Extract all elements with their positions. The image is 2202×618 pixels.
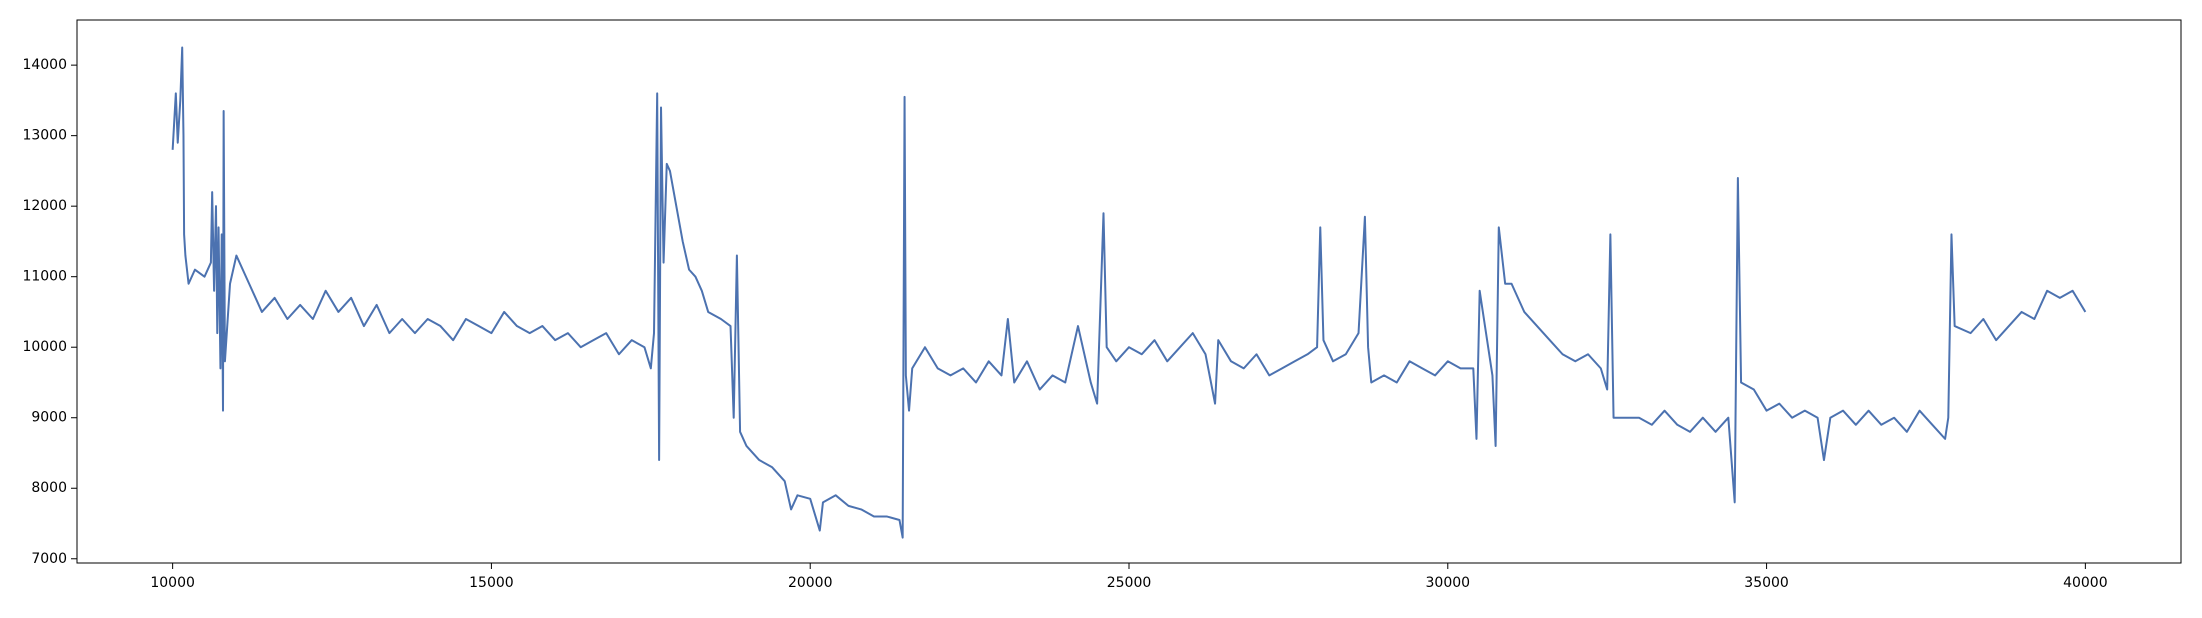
plot-frame	[76, 19, 2182, 564]
x-tick-label: 40000	[2063, 575, 2108, 591]
y-tick-label: 12000	[22, 198, 67, 214]
y-tick-label: 10000	[22, 339, 67, 355]
y-tick-label: 11000	[22, 269, 67, 285]
data-line	[171, 46, 2087, 539]
y-tick-label: 9000	[31, 410, 67, 426]
x-tick-label: 10000	[150, 575, 195, 591]
x-tick-label: 35000	[1744, 575, 1789, 591]
y-tick-label: 14000	[22, 57, 67, 73]
x-tick-label: 15000	[469, 575, 514, 591]
x-tick-label: 30000	[1426, 575, 1471, 591]
y-tick-label: 13000	[22, 128, 67, 144]
x-tick-label: 25000	[1107, 575, 1152, 591]
y-tick-label: 8000	[31, 480, 67, 496]
x-tick-label: 20000	[788, 575, 833, 591]
y-tick-label: 7000	[31, 551, 67, 567]
